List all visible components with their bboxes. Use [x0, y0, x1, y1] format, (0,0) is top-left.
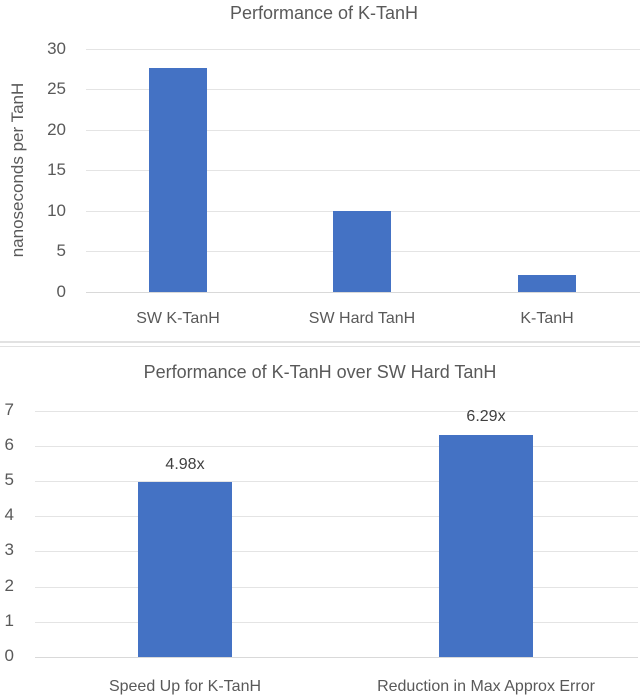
chart2-title: Performance of K-TanH over SW Hard TanH — [143, 362, 497, 382]
chart2-y-tick: 0 — [4, 646, 14, 665]
chart1-y-tick: 15 — [47, 160, 66, 179]
chart2-y-tick: 4 — [4, 505, 14, 524]
chart2-y-tick: 5 — [4, 470, 14, 489]
chart2-y-tick: 2 — [4, 576, 14, 595]
chart2-y-tick: 3 — [4, 540, 14, 559]
chart2-gridline-0 — [35, 657, 638, 658]
chart2-x-label: Reduction in Max Approx Error — [377, 678, 595, 695]
chart2-y-tick: 6 — [4, 435, 14, 454]
chart2-gridline-7 — [35, 411, 638, 412]
chart1-bar-sw-hard-tanh — [333, 211, 391, 292]
chart-separator — [0, 346, 640, 347]
chart1-gridline-30 — [86, 49, 640, 50]
chart2-gridline-2 — [35, 587, 638, 588]
chart1-x-label: K-TanH — [520, 310, 574, 327]
chart1-y-tick: 25 — [47, 79, 66, 98]
chart2-data-label: 4.98x — [165, 456, 205, 473]
chart2-bar-error-reduction — [439, 435, 533, 657]
chart1-gridline-0 — [86, 292, 640, 293]
chart1-bar-ktanh — [518, 275, 576, 292]
chart2-gridline-3 — [35, 551, 638, 552]
chart2-gridline-6 — [35, 446, 638, 447]
chart1-y-tick: 20 — [47, 120, 66, 139]
chart1-bar-sw-ktanh — [149, 68, 207, 292]
chart1-y-tick: 0 — [56, 282, 66, 301]
chart2-data-label: 6.29x — [466, 408, 506, 425]
chart1-gridline-20 — [86, 130, 640, 131]
chart1-y-tick: 10 — [47, 201, 66, 220]
chart2-gridline-5 — [35, 481, 638, 482]
chart1-x-label: SW Hard TanH — [308, 310, 416, 327]
chart2-y-tick: 1 — [4, 611, 14, 630]
chart2-gridline-1 — [35, 622, 638, 623]
chart2-y-tick: 7 — [4, 400, 14, 419]
chart2-gridline-4 — [35, 516, 638, 517]
chart1-x-label: SW K-TanH — [136, 310, 220, 327]
chart1-title: Performance of K-TanH — [229, 3, 419, 23]
chart2-x-label: Speed Up for K-TanH — [108, 678, 262, 695]
chart1-y-tick: 5 — [56, 241, 66, 260]
chart1-y-tick: 30 — [47, 39, 66, 58]
chart1-y-axis-label: nanoseconds per TanH — [8, 82, 27, 258]
chart2-bar-speed-up — [138, 482, 232, 657]
chart1-gridline-15 — [86, 170, 640, 171]
chart-separator — [0, 341, 640, 343]
chart1-gridline-25 — [86, 89, 640, 90]
